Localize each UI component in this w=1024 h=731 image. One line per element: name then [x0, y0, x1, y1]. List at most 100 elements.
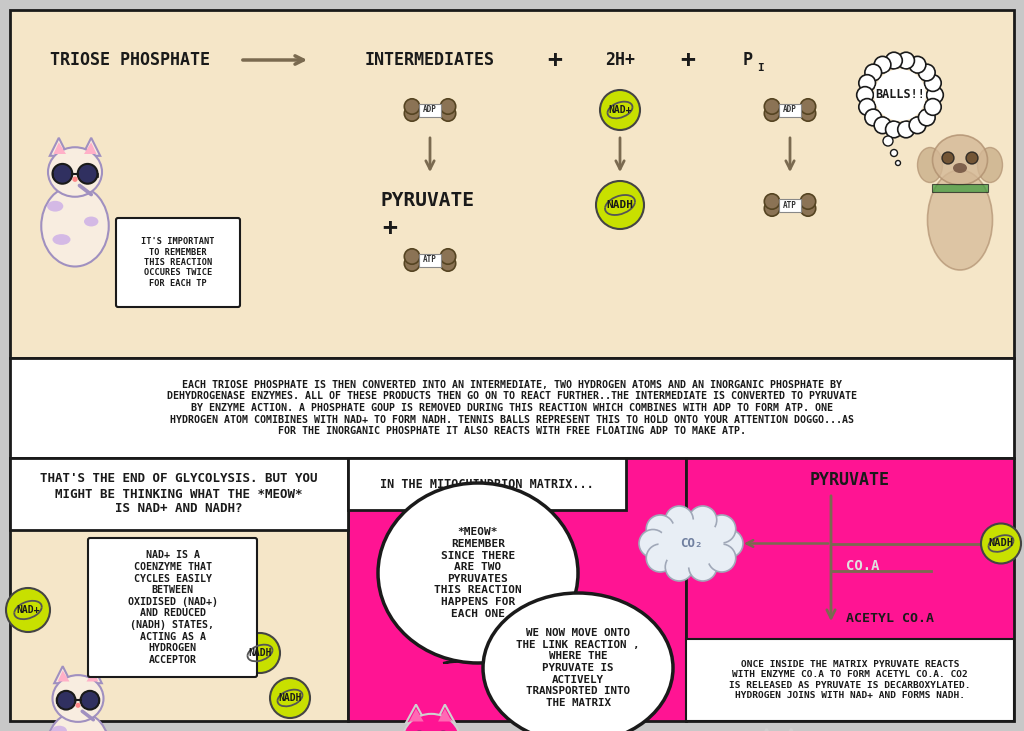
Text: NADH: NADH [248, 648, 271, 658]
Circle shape [708, 515, 735, 543]
Circle shape [596, 181, 644, 229]
Ellipse shape [953, 163, 967, 173]
Circle shape [666, 506, 693, 534]
Text: NAD+ IS A
COENZYME THAT
CYCLES EASILY
BETWEEN
OXIDISED (NAD+)
AND REDUCED
(NADH): NAD+ IS A COENZYME THAT CYCLES EASILY BE… [128, 550, 217, 664]
Circle shape [874, 117, 891, 134]
Text: ACETYL CO.A: ACETYL CO.A [846, 613, 934, 626]
Bar [932, 184, 988, 192]
Polygon shape [84, 143, 96, 154]
Polygon shape [53, 143, 66, 154]
Text: P: P [743, 51, 753, 69]
Bar [10, 358, 1014, 458]
Circle shape [865, 64, 882, 81]
Polygon shape [438, 709, 452, 721]
Circle shape [600, 90, 640, 130]
Polygon shape [50, 138, 68, 156]
Ellipse shape [378, 483, 578, 663]
Circle shape [6, 588, 50, 632]
Text: PYRUVATE: PYRUVATE [380, 191, 474, 210]
Circle shape [764, 201, 779, 216]
Text: +: + [548, 48, 562, 72]
Bar [686, 458, 1014, 721]
Text: CO.A: CO.A [846, 559, 880, 574]
Text: IT'S IMPORTANT
TO REMEMBER
THIS REACTION
OCCURES TWICE
FOR EACH TP: IT'S IMPORTANT TO REMEMBER THIS REACTION… [141, 237, 215, 288]
Text: PYRUVATE: PYRUVATE [810, 471, 890, 489]
Circle shape [801, 106, 816, 121]
Circle shape [81, 691, 99, 710]
Circle shape [440, 99, 456, 114]
Circle shape [896, 161, 900, 165]
Polygon shape [54, 666, 72, 683]
Circle shape [942, 152, 954, 164]
Polygon shape [82, 138, 100, 156]
Text: 2H+: 2H+ [605, 51, 635, 69]
Circle shape [801, 99, 816, 114]
Circle shape [666, 553, 693, 581]
Circle shape [440, 106, 456, 121]
Circle shape [898, 121, 914, 137]
Circle shape [966, 152, 978, 164]
Bar [419, 254, 441, 267]
Circle shape [78, 164, 97, 183]
Ellipse shape [918, 148, 942, 183]
FancyBboxPatch shape [88, 538, 257, 677]
Circle shape [52, 164, 73, 183]
Text: NAD+: NAD+ [608, 105, 632, 115]
Polygon shape [406, 705, 426, 723]
Bar [412, 257, 449, 263]
Ellipse shape [658, 520, 724, 567]
Text: THAT'S THE END OF GLYCOLYSIS. BUT YOU
MIGHT BE THINKING WHAT THE *MEOW*
IS NAD+ : THAT'S THE END OF GLYCOLYSIS. BUT YOU MI… [40, 472, 317, 515]
Bar [772, 202, 808, 208]
Text: NAD+: NAD+ [16, 605, 40, 615]
Bar [10, 458, 348, 530]
Polygon shape [435, 705, 455, 723]
Circle shape [919, 109, 935, 126]
Ellipse shape [51, 726, 67, 731]
Polygon shape [57, 670, 70, 681]
Circle shape [764, 194, 779, 209]
Circle shape [404, 256, 420, 271]
Ellipse shape [52, 675, 103, 722]
Circle shape [764, 99, 779, 114]
Text: CO₂: CO₂ [680, 537, 702, 550]
Circle shape [927, 87, 943, 103]
Circle shape [874, 56, 891, 73]
Bar [686, 639, 1014, 721]
Circle shape [859, 99, 876, 115]
Bar [779, 199, 801, 211]
Bar [419, 104, 441, 116]
Polygon shape [783, 729, 800, 731]
Bar [10, 10, 1014, 358]
Ellipse shape [483, 593, 673, 731]
Text: IN THE MITOCHINDRION MATRIX...: IN THE MITOCHINDRION MATRIX... [380, 477, 594, 491]
Circle shape [865, 109, 882, 126]
Circle shape [886, 52, 902, 69]
Text: INTERMEDIATES: INTERMEDIATES [365, 51, 495, 69]
Text: EACH TRIOSE PHOSPHATE IS THEN CONVERTED INTO AN INTERMEDIATE, TWO HYDROGEN ATOMS: EACH TRIOSE PHOSPHATE IS THEN CONVERTED … [167, 380, 857, 436]
Ellipse shape [48, 147, 102, 197]
Circle shape [764, 106, 779, 121]
Circle shape [909, 117, 926, 134]
Text: ADP: ADP [783, 105, 797, 115]
Text: ATP: ATP [783, 200, 797, 210]
Circle shape [404, 106, 420, 121]
Circle shape [689, 553, 717, 581]
Circle shape [56, 691, 76, 710]
Text: BALLS!!: BALLS!! [876, 88, 925, 102]
Circle shape [981, 523, 1021, 564]
Bar [772, 107, 808, 113]
Circle shape [689, 506, 717, 534]
Ellipse shape [47, 201, 63, 211]
Text: I: I [757, 63, 763, 73]
Polygon shape [86, 670, 98, 681]
Ellipse shape [928, 170, 992, 270]
Circle shape [909, 56, 926, 73]
Bar [412, 107, 449, 113]
Bar [348, 458, 626, 510]
Polygon shape [443, 659, 486, 663]
Ellipse shape [46, 711, 110, 731]
Circle shape [886, 121, 902, 137]
Circle shape [440, 249, 456, 264]
Polygon shape [410, 709, 424, 721]
Circle shape [801, 201, 816, 216]
